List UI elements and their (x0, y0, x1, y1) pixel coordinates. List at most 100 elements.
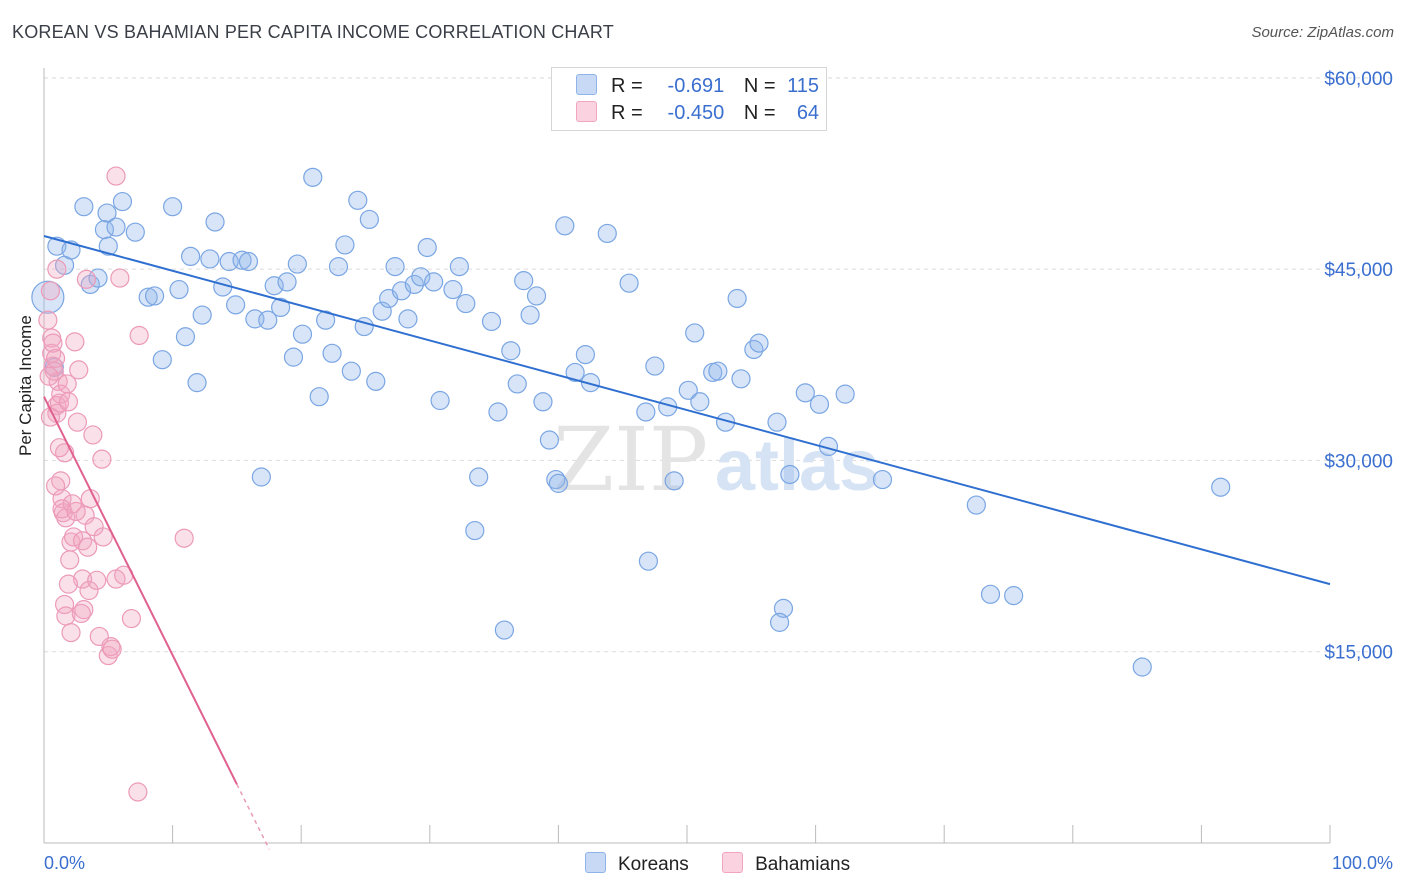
bahamian-point (83, 425, 103, 445)
legend-item-bahamians[interactable]: Bahamians (722, 852, 850, 876)
korean-point (565, 362, 585, 383)
korean-point (494, 620, 514, 640)
bahamian-point (66, 501, 86, 522)
korean-point (232, 250, 252, 270)
korean-point (443, 279, 463, 300)
bahamian-point (92, 449, 112, 469)
korean-point (555, 216, 575, 236)
korean-point (251, 467, 271, 487)
korean-point (597, 223, 617, 244)
korean-point (258, 310, 278, 330)
bahamian-point (72, 531, 93, 551)
korean-point (411, 267, 431, 287)
korean-point (169, 279, 189, 300)
bahamian-point (76, 269, 97, 289)
korean-point (645, 356, 665, 376)
bahamian-point (121, 608, 142, 629)
x-tick-label-start: 0.0% (44, 853, 85, 873)
korean-point (727, 288, 747, 309)
korean-point (520, 305, 540, 325)
series-bahamians-points (38, 166, 194, 802)
trend-line-koreans (43, 235, 1331, 586)
bahamian-point (106, 166, 126, 186)
korean-point (664, 471, 684, 491)
korean-point (335, 235, 355, 255)
korean-point (533, 392, 553, 412)
korean-point (501, 341, 521, 361)
korean-point (507, 374, 527, 394)
korean-point (328, 257, 349, 277)
korean-point (152, 350, 172, 370)
y-tick-label: $30,000 (1324, 451, 1393, 472)
korean-point (809, 394, 830, 414)
korean-point (292, 324, 313, 344)
bahamian-point (60, 550, 80, 570)
bahamians-legend-swatch (722, 852, 744, 873)
bahamian-point (102, 639, 122, 659)
korean-point (449, 257, 469, 277)
korean-point (205, 212, 225, 232)
watermark-atlas: atlas (715, 426, 879, 506)
korean-point (106, 217, 126, 237)
bahamian-point (69, 360, 89, 380)
korean-point (575, 344, 596, 365)
korean-point (780, 464, 800, 485)
korean-point (417, 237, 437, 258)
korean-point (767, 412, 787, 432)
bahamian-point (61, 622, 81, 643)
korean-point (456, 293, 476, 314)
y-tick-label: $15,000 (1324, 643, 1393, 664)
korean-point (125, 222, 145, 242)
korean-point (277, 272, 297, 292)
watermark: ZIP atlas (553, 408, 879, 511)
bahamian-point (44, 361, 64, 381)
source-label: Source: ZipAtlas.com (1251, 24, 1394, 41)
korean-point (97, 203, 117, 223)
korean-point (398, 309, 418, 329)
legend-item-koreans[interactable]: Koreans (585, 852, 689, 876)
korean-point (514, 271, 534, 291)
korean-point (187, 373, 207, 393)
korean-point (769, 612, 790, 632)
bahamian-point (51, 384, 71, 404)
korean-point (138, 287, 158, 307)
bahamian-point (45, 476, 66, 496)
bahamian-point (67, 412, 88, 432)
korean-point (80, 274, 100, 295)
korean-point (835, 384, 855, 404)
y-tick-label: $60,000 (1324, 69, 1393, 90)
korean-point (359, 209, 379, 230)
bahamian-point (38, 310, 58, 330)
korean-point (744, 339, 764, 360)
watermark-zip: ZIP (553, 408, 708, 511)
correlation-legend: R = -0.691 N = 115 R = -0.450 N = 64 (551, 67, 827, 131)
korean-point (749, 333, 769, 353)
korean-point (163, 197, 183, 217)
koreans-swatch (576, 74, 597, 95)
korean-point (690, 392, 710, 412)
y-tick-label: $45,000 (1324, 260, 1393, 281)
korean-point (404, 274, 424, 295)
bahamian-point (79, 580, 99, 601)
bahamian-point (128, 782, 148, 802)
korean-point (271, 297, 291, 318)
korean-point (465, 520, 485, 541)
bahamian-point (129, 325, 149, 346)
trend-line-bahamians-extension (236, 784, 270, 850)
korean-point (283, 347, 304, 367)
korean-point (526, 286, 547, 306)
korean-point (200, 249, 220, 269)
korean-point (1211, 477, 1231, 497)
korean-point (31, 280, 65, 314)
korean-point (144, 286, 165, 306)
korean-point (488, 402, 508, 422)
korean-point (469, 467, 489, 487)
korean-point (619, 273, 639, 293)
korean-point (74, 197, 94, 217)
korean-point (1004, 586, 1024, 606)
bahamian-point (52, 499, 72, 519)
korean-point (980, 584, 1001, 604)
korean-point (678, 380, 698, 400)
korean-point (181, 246, 201, 267)
